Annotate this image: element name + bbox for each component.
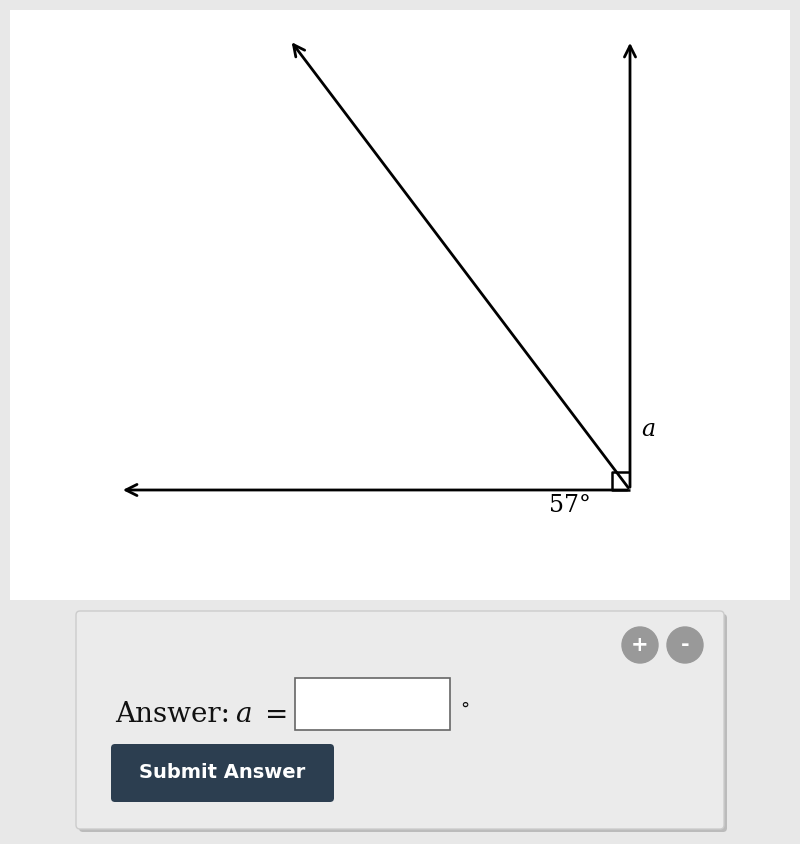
Circle shape [622, 627, 658, 663]
Text: Submit Answer: Submit Answer [139, 764, 306, 782]
Circle shape [667, 627, 703, 663]
FancyBboxPatch shape [111, 744, 334, 802]
Text: °: ° [460, 701, 469, 719]
FancyBboxPatch shape [10, 10, 790, 600]
FancyBboxPatch shape [76, 611, 724, 829]
Text: 57°: 57° [549, 494, 591, 517]
FancyBboxPatch shape [295, 678, 450, 730]
Text: -: - [681, 635, 690, 655]
Text: =: = [265, 701, 288, 728]
Text: +: + [631, 635, 649, 655]
Text: a: a [235, 701, 251, 728]
Text: Answer:: Answer: [115, 701, 230, 728]
Text: a: a [641, 419, 655, 441]
FancyBboxPatch shape [79, 614, 727, 832]
